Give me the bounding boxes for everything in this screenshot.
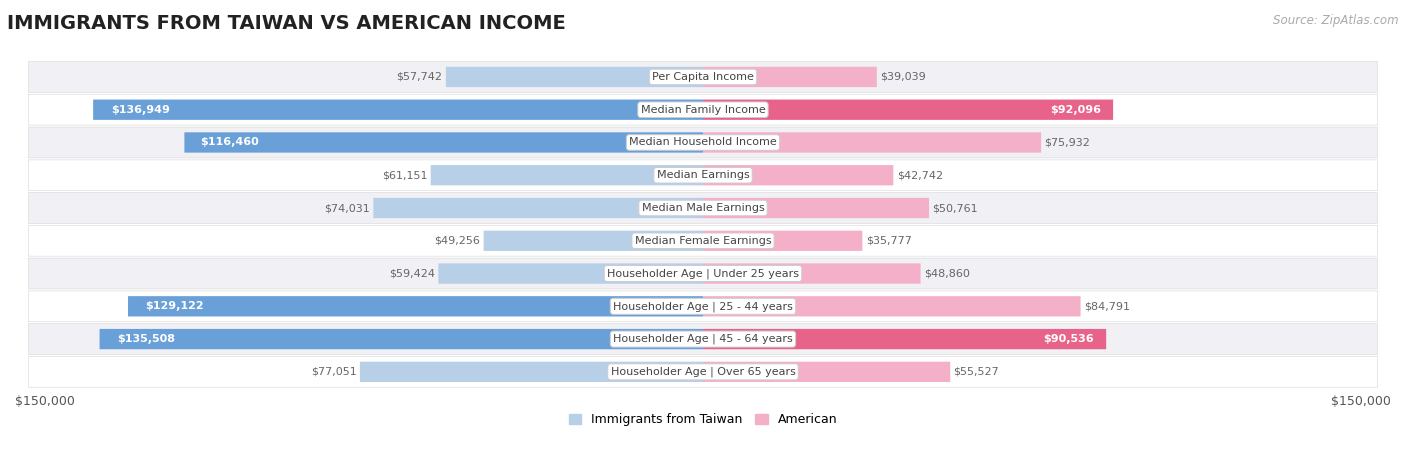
- FancyBboxPatch shape: [28, 160, 1378, 191]
- Text: Per Capita Income: Per Capita Income: [652, 72, 754, 82]
- FancyBboxPatch shape: [703, 198, 929, 218]
- FancyBboxPatch shape: [28, 192, 1378, 223]
- Text: Median Family Income: Median Family Income: [641, 105, 765, 115]
- Text: $35,777: $35,777: [866, 236, 911, 246]
- FancyBboxPatch shape: [703, 99, 1114, 120]
- Text: $92,096: $92,096: [1050, 105, 1101, 115]
- FancyBboxPatch shape: [439, 263, 703, 283]
- FancyBboxPatch shape: [28, 62, 1378, 92]
- Text: $74,031: $74,031: [325, 203, 370, 213]
- Text: $75,932: $75,932: [1045, 137, 1090, 148]
- Text: $55,527: $55,527: [953, 367, 1000, 377]
- Text: $90,536: $90,536: [1043, 334, 1094, 344]
- Text: Householder Age | 25 - 44 years: Householder Age | 25 - 44 years: [613, 301, 793, 311]
- Text: $49,256: $49,256: [434, 236, 481, 246]
- Text: $116,460: $116,460: [200, 137, 259, 148]
- Text: $135,508: $135,508: [118, 334, 176, 344]
- Text: Median Female Earnings: Median Female Earnings: [634, 236, 772, 246]
- FancyBboxPatch shape: [430, 165, 703, 185]
- FancyBboxPatch shape: [703, 361, 950, 382]
- Text: $59,424: $59,424: [389, 269, 434, 278]
- Text: $150,000: $150,000: [1331, 396, 1391, 409]
- FancyBboxPatch shape: [28, 291, 1378, 322]
- FancyBboxPatch shape: [184, 132, 703, 153]
- FancyBboxPatch shape: [28, 258, 1378, 289]
- Text: $50,761: $50,761: [932, 203, 979, 213]
- Text: $84,791: $84,791: [1084, 301, 1130, 311]
- Text: $150,000: $150,000: [15, 396, 75, 409]
- Text: $48,860: $48,860: [924, 269, 970, 278]
- FancyBboxPatch shape: [28, 94, 1378, 125]
- FancyBboxPatch shape: [484, 231, 703, 251]
- FancyBboxPatch shape: [703, 329, 1107, 349]
- FancyBboxPatch shape: [446, 67, 703, 87]
- Text: Householder Age | Over 65 years: Householder Age | Over 65 years: [610, 367, 796, 377]
- Text: $39,039: $39,039: [880, 72, 927, 82]
- Text: Median Household Income: Median Household Income: [628, 137, 778, 148]
- FancyBboxPatch shape: [703, 132, 1040, 153]
- Text: $136,949: $136,949: [111, 105, 170, 115]
- Text: Householder Age | Under 25 years: Householder Age | Under 25 years: [607, 268, 799, 279]
- Text: $77,051: $77,051: [311, 367, 357, 377]
- FancyBboxPatch shape: [703, 165, 893, 185]
- Text: Householder Age | 45 - 64 years: Householder Age | 45 - 64 years: [613, 334, 793, 344]
- FancyBboxPatch shape: [28, 356, 1378, 387]
- Text: $129,122: $129,122: [145, 301, 204, 311]
- FancyBboxPatch shape: [703, 263, 921, 283]
- FancyBboxPatch shape: [93, 99, 703, 120]
- FancyBboxPatch shape: [703, 296, 1081, 317]
- FancyBboxPatch shape: [703, 231, 862, 251]
- Text: $42,742: $42,742: [897, 170, 943, 180]
- FancyBboxPatch shape: [28, 324, 1378, 354]
- Legend: Immigrants from Taiwan, American: Immigrants from Taiwan, American: [564, 409, 842, 432]
- FancyBboxPatch shape: [100, 329, 703, 349]
- FancyBboxPatch shape: [703, 67, 877, 87]
- Text: Source: ZipAtlas.com: Source: ZipAtlas.com: [1274, 14, 1399, 27]
- Text: IMMIGRANTS FROM TAIWAN VS AMERICAN INCOME: IMMIGRANTS FROM TAIWAN VS AMERICAN INCOM…: [7, 14, 565, 33]
- Text: $61,151: $61,151: [382, 170, 427, 180]
- FancyBboxPatch shape: [374, 198, 703, 218]
- Text: Median Male Earnings: Median Male Earnings: [641, 203, 765, 213]
- Text: $57,742: $57,742: [396, 72, 443, 82]
- FancyBboxPatch shape: [360, 361, 703, 382]
- Text: Median Earnings: Median Earnings: [657, 170, 749, 180]
- FancyBboxPatch shape: [28, 127, 1378, 158]
- FancyBboxPatch shape: [28, 226, 1378, 256]
- FancyBboxPatch shape: [128, 296, 703, 317]
